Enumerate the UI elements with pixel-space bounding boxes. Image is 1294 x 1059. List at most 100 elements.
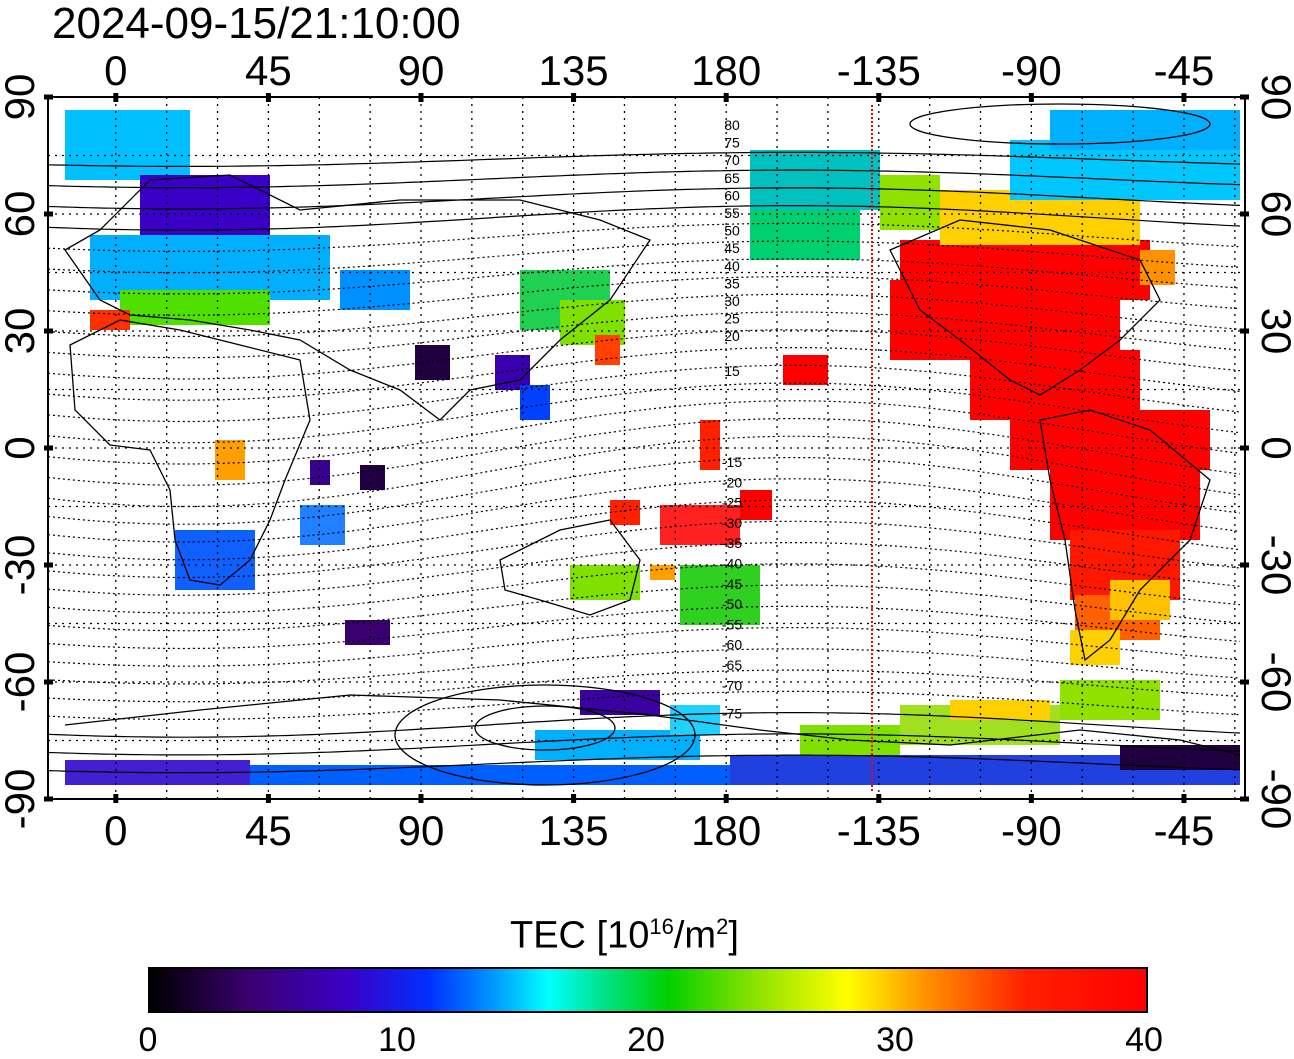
contour-label-north: 50 xyxy=(724,223,740,239)
mlat-contour xyxy=(47,205,1241,231)
axis-tick xyxy=(44,94,53,100)
contour-label-north: 40 xyxy=(724,258,740,274)
tec-patch xyxy=(1110,580,1170,620)
contour-label-north: 35 xyxy=(724,275,740,291)
tec-patch xyxy=(783,355,828,385)
tec-patch xyxy=(750,210,860,260)
colorbar-title: TEC [1016/m2] xyxy=(510,905,739,958)
mlat-contour xyxy=(47,418,1241,486)
grid-layer xyxy=(48,97,1245,799)
tec-patch xyxy=(950,700,1050,720)
axis-tick xyxy=(723,93,729,102)
mlat-contour xyxy=(47,169,1241,189)
axis-tick xyxy=(1181,794,1187,803)
colorbar-title-main: TEC [10 xyxy=(510,914,650,957)
mlat-contour xyxy=(47,563,1241,614)
right-lat-label: 30 xyxy=(1253,308,1294,355)
mlat-contour xyxy=(47,258,1241,295)
colorbar-title-unit: /m xyxy=(673,914,717,957)
colorbar xyxy=(148,967,1148,1013)
axis-tick xyxy=(1240,445,1249,451)
left-lat-label: -60 xyxy=(0,652,43,713)
contour-label-south: -65 xyxy=(722,657,742,673)
left-lat-label: 90 xyxy=(0,74,43,121)
top-lon-label: -45 xyxy=(1154,47,1215,94)
left-lat-label: -90 xyxy=(0,769,43,830)
right-lat-label: 0 xyxy=(1253,436,1294,459)
top-lon-label: 0 xyxy=(104,47,127,94)
left-lat-label: 0 xyxy=(0,436,43,459)
mlat-contour xyxy=(47,151,1241,167)
right-lat-label: -60 xyxy=(1253,652,1294,713)
tec-patch xyxy=(750,150,880,210)
mlat-contour xyxy=(47,712,1241,738)
mlat-contour xyxy=(47,605,1241,650)
bottom-lon-label: -45 xyxy=(1154,807,1215,854)
tec-map: 0 45 90 135 180 -135 -90 -450 45 90 135 180 -135 -90-… xyxy=(0,47,1294,854)
tec-patch xyxy=(340,270,410,310)
contour-label-north: 30 xyxy=(724,293,740,309)
axis-tick xyxy=(1240,796,1249,802)
coastline xyxy=(1039,409,1211,662)
mlat-contour xyxy=(47,733,1241,756)
right-lat-label: 60 xyxy=(1253,191,1294,238)
axis-tick xyxy=(876,794,882,803)
axis-labels: 0 45 90 135 180 -135 -90 -450 45 90 135 180 -135 -90-… xyxy=(0,47,1294,854)
tec-patch xyxy=(495,355,530,390)
axis-tick xyxy=(1240,328,1249,334)
tec-patch xyxy=(415,345,450,380)
axis-tick xyxy=(44,679,53,685)
left-lat-label: 30 xyxy=(0,308,43,355)
tec-patch xyxy=(700,420,720,470)
axis-tick xyxy=(1240,94,1249,100)
tec-patch xyxy=(880,175,940,230)
axis-tick xyxy=(1028,794,1034,803)
axis-tick xyxy=(571,794,577,803)
mlat-contour xyxy=(47,627,1241,667)
tec-patch xyxy=(520,385,550,420)
axis-tick xyxy=(113,794,119,803)
contour-label-north: 75 xyxy=(724,135,740,151)
tec-patch xyxy=(740,490,772,520)
mlat-contour xyxy=(394,684,696,786)
axis-tick xyxy=(571,93,577,102)
coastline xyxy=(889,219,1161,396)
contour-label-north: 80 xyxy=(724,117,740,133)
left-lat-label: 60 xyxy=(0,191,43,238)
mlat-contour xyxy=(47,187,1241,210)
bottom-lon-label: 180 xyxy=(691,807,761,854)
colorbar-title-exp: 16 xyxy=(649,914,674,939)
contour-label-south: -55 xyxy=(722,616,742,632)
contour-label-south: -30 xyxy=(722,515,742,531)
contour-label-south: -40 xyxy=(722,556,742,572)
contour-label-north: 25 xyxy=(724,311,740,327)
mlat-contour xyxy=(47,690,1241,720)
axis-tick xyxy=(1240,679,1249,685)
contour-label-north: 70 xyxy=(724,152,740,168)
contour-label-south: -50 xyxy=(722,596,742,612)
bottom-lon-label: 135 xyxy=(539,807,609,854)
axis-tick xyxy=(1028,93,1034,102)
tec-patch xyxy=(90,235,330,300)
coastlines xyxy=(64,174,1241,756)
top-lon-label: 135 xyxy=(539,47,609,94)
contour-label-south: -75 xyxy=(722,706,742,722)
tec-patch xyxy=(140,175,270,235)
axis-tick xyxy=(876,93,882,102)
axis-ticks xyxy=(44,93,1249,803)
axis-tick xyxy=(44,562,53,568)
mlat-contour xyxy=(47,240,1241,274)
tec-patch xyxy=(650,565,675,580)
mlat-contour xyxy=(47,311,1241,359)
mlat-contour xyxy=(474,705,616,751)
coastline xyxy=(499,519,641,616)
mlat-contour xyxy=(909,103,1211,145)
tec-patch xyxy=(310,460,330,485)
contour-label-north: 60 xyxy=(724,187,740,203)
mlat-contour xyxy=(47,754,1241,774)
mlat-contour xyxy=(47,329,1241,380)
axis-tick xyxy=(723,794,729,803)
tec-patch xyxy=(120,290,270,325)
tec-patch xyxy=(1060,680,1160,720)
colorbar-title-close: ] xyxy=(728,914,739,957)
